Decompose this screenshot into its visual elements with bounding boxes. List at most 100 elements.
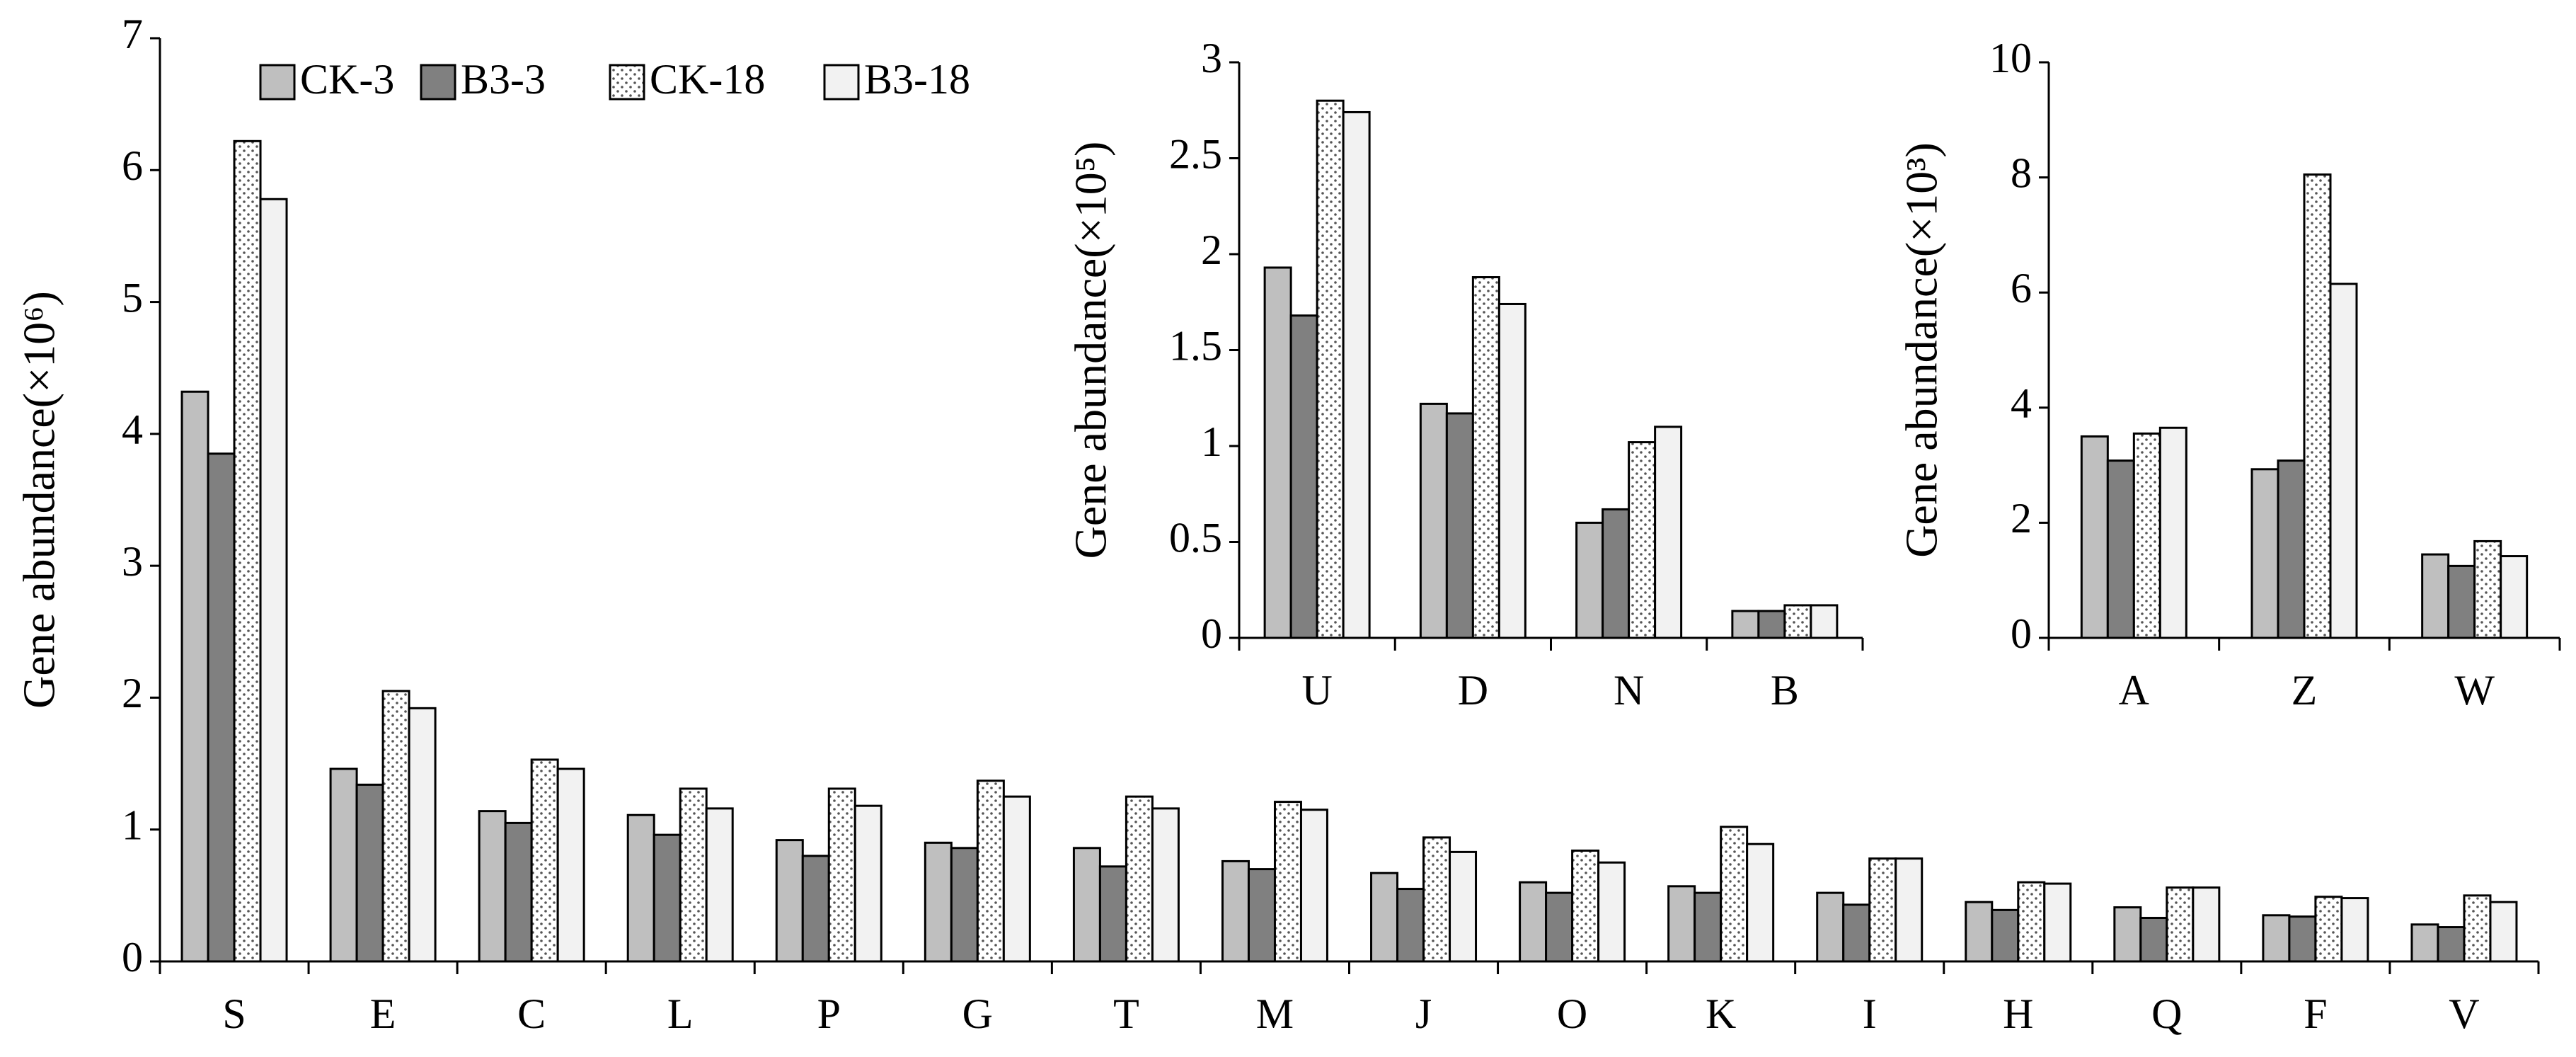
x-tick-label: Z <box>2292 667 2318 714</box>
bar <box>1422 836 1451 963</box>
bar <box>329 767 358 963</box>
bar <box>2314 896 2343 963</box>
bar <box>2166 886 2195 963</box>
x-tick-label: J <box>1415 990 1432 1037</box>
bar <box>1299 809 1328 963</box>
y-axis-label: Gene abundance(×10⁶) <box>14 291 64 709</box>
bar <box>1571 850 1600 963</box>
bar <box>2463 894 2492 963</box>
y-axis-label: Gene abundance(×10⁵) <box>1066 142 1116 559</box>
x-tick-label: B <box>1771 667 1799 714</box>
bar <box>1694 891 1723 963</box>
bar <box>652 833 682 963</box>
bar <box>1810 604 1839 639</box>
y-tick-label: 0.5 <box>1169 514 1222 561</box>
x-tick-label: A <box>2119 667 2149 714</box>
bar <box>530 758 559 963</box>
bar <box>976 779 1005 963</box>
bar <box>1098 865 1127 963</box>
x-tick-label: E <box>370 990 396 1037</box>
legend-swatch <box>420 64 456 101</box>
bar <box>1842 903 1871 963</box>
x-tick-label: G <box>962 990 993 1037</box>
bar <box>1602 508 1631 639</box>
x-tick-label: D <box>1458 667 1488 714</box>
bar <box>180 390 209 963</box>
bar <box>705 807 734 963</box>
bar <box>2106 459 2135 639</box>
bar <box>1342 110 1371 639</box>
bar <box>1151 807 1180 963</box>
bar <box>233 139 262 963</box>
x-tick-label: I <box>1863 990 1877 1037</box>
y-tick-label: 3 <box>1201 35 1222 81</box>
bar <box>1654 425 1683 639</box>
x-tick-label: P <box>817 990 841 1037</box>
x-tick-label: C <box>517 990 546 1037</box>
x-tick-label: N <box>1614 667 1644 714</box>
x-tick-label: L <box>667 990 694 1037</box>
bar <box>2410 923 2439 963</box>
bar <box>478 810 507 963</box>
bar <box>2329 282 2358 639</box>
legend-label: B3-18 <box>864 56 970 103</box>
bar <box>2192 886 2221 963</box>
bar <box>1445 412 1474 639</box>
bar <box>1545 891 1574 963</box>
y-tick-label: 4 <box>2011 380 2032 427</box>
bar <box>1419 402 1448 639</box>
y-tick-label: 4 <box>122 406 143 453</box>
bar <box>2277 459 2306 639</box>
bar <box>679 787 708 963</box>
bar <box>1471 276 1500 639</box>
bar <box>1497 302 1526 639</box>
y-tick-label: 6 <box>2011 265 2032 312</box>
x-tick-label: W <box>2454 667 2495 714</box>
y-tick-label: 0 <box>122 934 143 981</box>
bar <box>1125 795 1154 963</box>
legend-label: CK-3 <box>300 56 394 103</box>
y-tick-label: 1.5 <box>1169 322 1222 369</box>
bar <box>207 452 236 963</box>
y-tick-label: 0 <box>1201 610 1222 657</box>
bar <box>2421 553 2450 639</box>
y-tick-label: 2 <box>2011 495 2032 542</box>
bar <box>355 783 384 963</box>
y-tick-label: 1 <box>122 801 143 848</box>
bar <box>1783 604 1812 639</box>
x-tick-label: O <box>1557 990 1587 1037</box>
bar <box>1396 888 1425 963</box>
bar <box>1746 842 1775 963</box>
bar <box>950 847 979 963</box>
y-tick-label: 7 <box>122 11 143 57</box>
bar <box>2132 432 2161 639</box>
y-tick-label: 2 <box>122 670 143 716</box>
x-tick-label: F <box>2304 990 2327 1037</box>
bar <box>1072 847 1101 963</box>
bar <box>2043 882 2072 963</box>
bar <box>2437 926 2466 963</box>
bar <box>1731 610 1760 639</box>
legend-label: CK-18 <box>650 56 765 103</box>
bar <box>1667 885 1696 963</box>
bar <box>1757 610 1786 639</box>
bar <box>2158 426 2187 639</box>
bar <box>1316 99 1345 639</box>
y-tick-label: 3 <box>122 538 143 585</box>
bar <box>2489 901 2518 963</box>
bar <box>1991 908 2020 963</box>
bar <box>2303 173 2332 639</box>
x-tick-label: U <box>1301 667 1332 714</box>
x-tick-label: Q <box>2151 990 2182 1037</box>
bar <box>2262 914 2291 963</box>
legend-swatch <box>259 64 296 101</box>
x-tick-label: T <box>1113 990 1139 1037</box>
bar <box>2080 435 2109 639</box>
y-axis-label: Gene abundance(×10³) <box>1897 142 1947 558</box>
bar <box>1247 868 1276 963</box>
x-tick-label: V <box>2449 990 2479 1037</box>
bar <box>381 690 410 963</box>
bar <box>1868 857 1897 963</box>
y-tick-label: 2.5 <box>1169 130 1222 177</box>
